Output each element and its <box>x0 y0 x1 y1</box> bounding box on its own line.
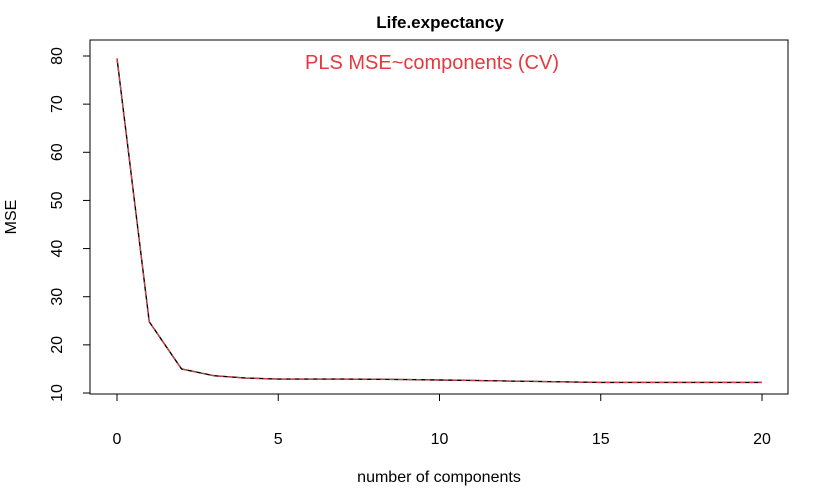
y-tick-label: 60 <box>49 143 66 161</box>
y-tick-label: 50 <box>49 191 66 209</box>
x-tick-label: 20 <box>753 431 771 448</box>
y-axis: 10 20 30 40 50 60 70 80 <box>49 47 91 402</box>
y-tick-label: 70 <box>49 95 66 113</box>
x-tick-label: 10 <box>431 431 449 448</box>
x-axis-label: number of components <box>357 469 521 486</box>
series-line-solid <box>116 58 762 384</box>
y-tick-label: 80 <box>49 47 66 65</box>
chart-annotation: PLS MSE~components (CV) <box>305 52 559 74</box>
x-tick-label: 0 <box>113 431 122 448</box>
y-tick-label: 40 <box>49 240 66 258</box>
y-tick-label: 10 <box>49 384 66 402</box>
chart-title: Life.expectancy <box>376 13 504 32</box>
series-layer <box>116 58 762 384</box>
plot-frame <box>89 39 789 395</box>
x-tick-label: 5 <box>274 431 283 448</box>
y-tick-label: 30 <box>49 288 66 306</box>
x-tick-label: 15 <box>592 431 610 448</box>
x-axis: 0 5 10 15 20 <box>113 393 771 448</box>
y-tick-label: 20 <box>49 336 66 354</box>
series-line-dashed <box>116 58 762 384</box>
y-axis-label: MSE <box>3 200 20 235</box>
